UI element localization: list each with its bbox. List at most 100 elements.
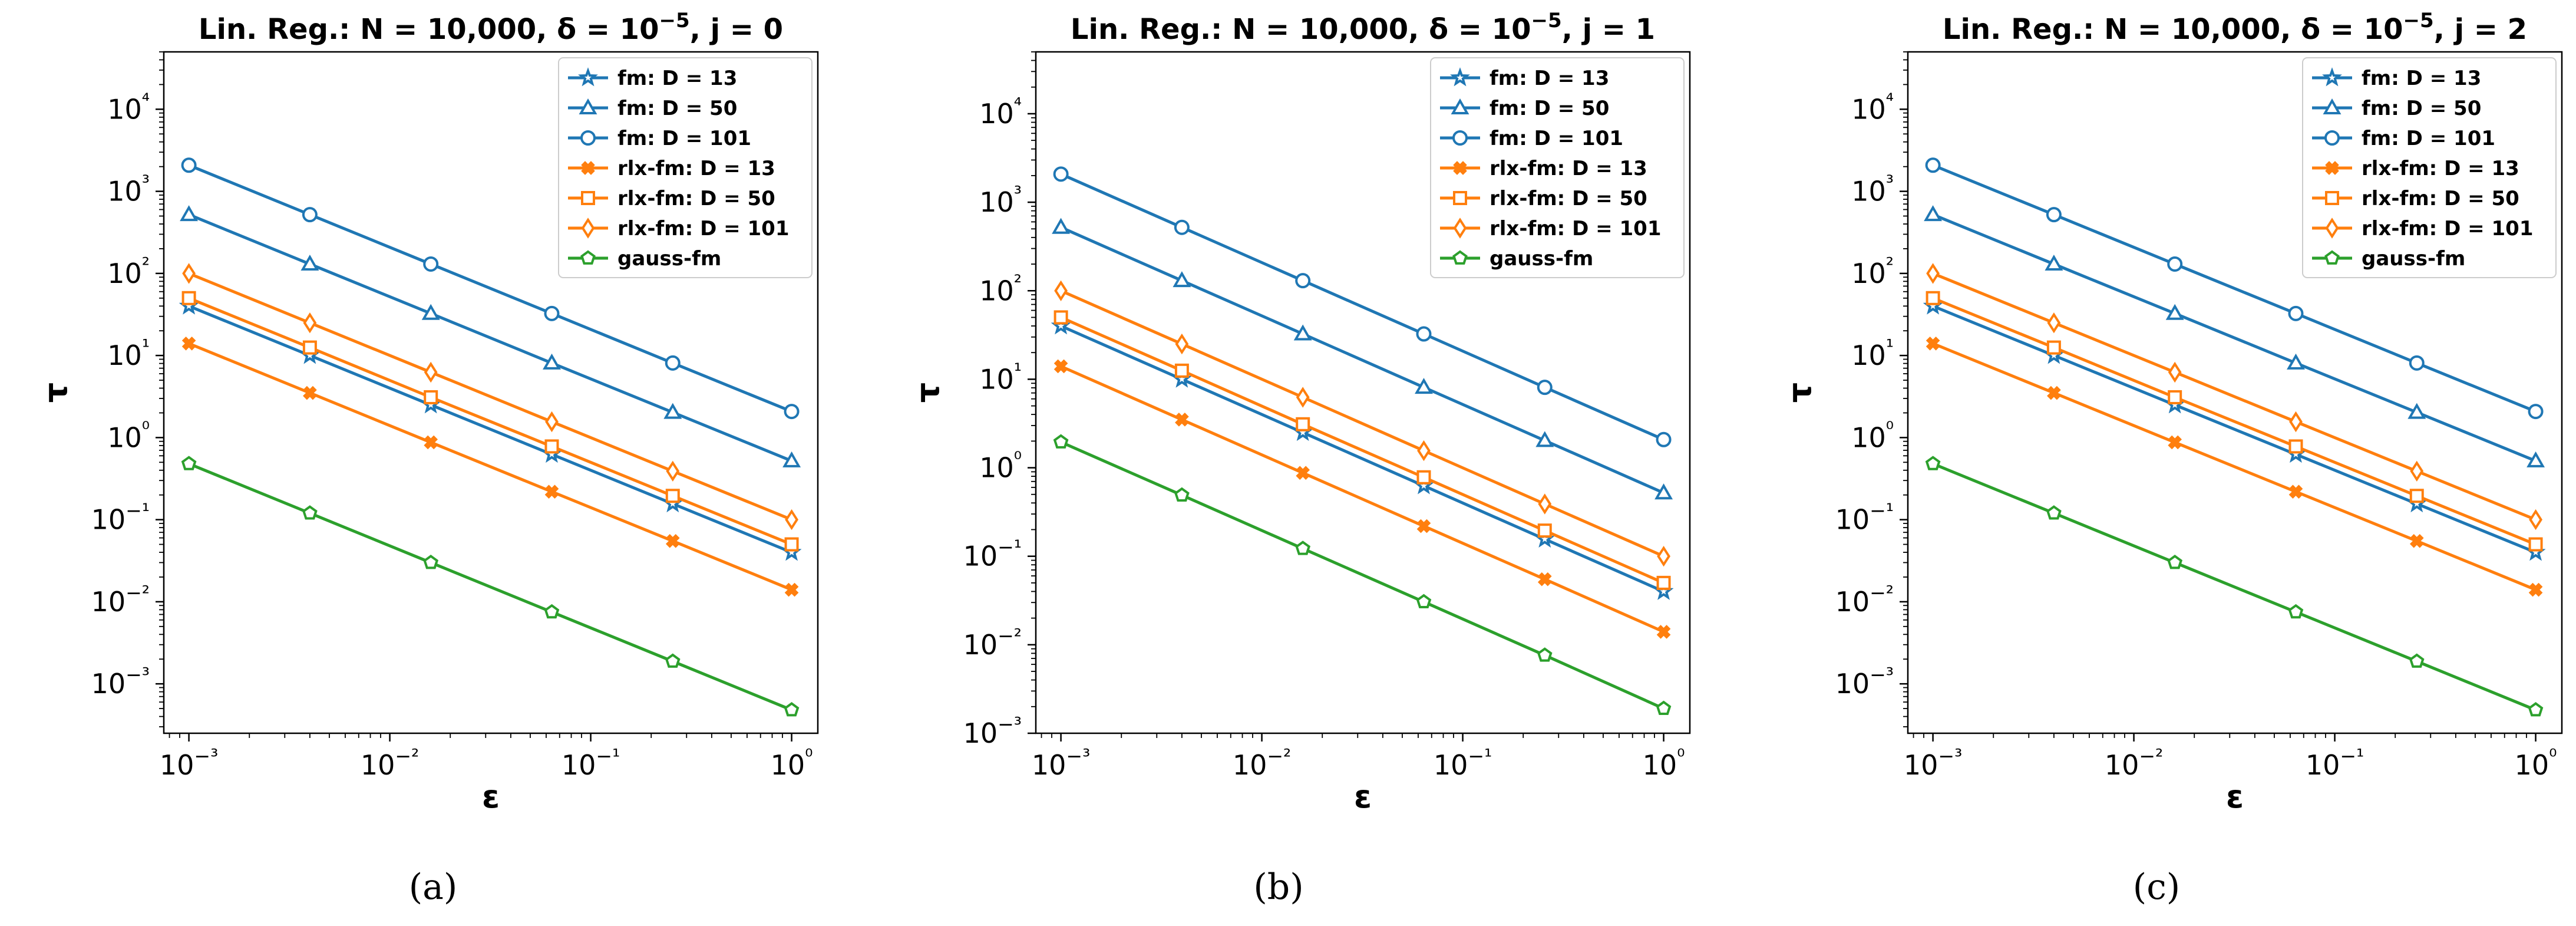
data-point: [2410, 460, 2424, 482]
series-line: [1060, 226, 1665, 495]
data-point: [1926, 291, 1940, 305]
series-rlx-fm-d-101: [182, 263, 798, 530]
data-point: [2165, 304, 2184, 320]
y-tick-label: 10−¹: [1835, 499, 1894, 536]
series-line: [188, 272, 792, 521]
legend-item: fm: D = 101: [1440, 127, 1623, 150]
legend-box: [2302, 57, 2557, 278]
data-point: [302, 340, 317, 355]
data-point: [544, 305, 560, 321]
y-tick-label: 10−¹: [963, 536, 1022, 572]
series-fm-d-101: [181, 157, 800, 420]
data-point: [543, 353, 561, 370]
data-point: [2168, 361, 2182, 383]
plot-frame: [1907, 51, 2563, 734]
data-point: [181, 157, 197, 173]
legend-marker: [578, 67, 598, 87]
legend-item: fm: D = 50: [568, 97, 737, 120]
subfigure-caption: (b): [1253, 866, 1303, 908]
data-point: [1293, 324, 1312, 341]
legend-item: rlx-fm: D = 50: [1440, 187, 1647, 210]
legend-marker: [1452, 130, 1468, 146]
series-rlx-fm-d-50: [1926, 291, 2543, 552]
legend-label: rlx-fm: D = 13: [2362, 157, 2519, 180]
data-point: [1175, 333, 1189, 355]
data-point: [2288, 604, 2304, 619]
data-point: [1656, 700, 1672, 715]
legend-box: [1430, 57, 1685, 278]
series-line: [1060, 316, 1665, 585]
legend-marker: [2324, 250, 2340, 265]
legend-item: fm: D = 101: [568, 127, 751, 150]
series-line: [188, 296, 792, 546]
data-point: [782, 451, 801, 467]
data-point: [182, 263, 196, 284]
legend-item: fm: D = 13: [2312, 67, 2481, 90]
plot-frame: [163, 51, 819, 734]
legend-item: gauss-fm: [568, 247, 721, 271]
data-point: [2409, 653, 2425, 668]
data-point: [1926, 263, 1940, 284]
series-rlx-fm-d-50: [1053, 310, 1671, 590]
data-point: [1656, 575, 1671, 590]
x-tick-label: 10−²: [1233, 744, 1291, 781]
data-point: [2409, 489, 2424, 503]
series-rlx-fm-d-50: [181, 291, 799, 552]
data-point: [666, 460, 680, 482]
x-tick-label: 10−¹: [1434, 744, 1492, 781]
data-point: [2167, 256, 2183, 272]
series-line: [1060, 365, 1665, 634]
data-point: [544, 439, 559, 454]
legend-marker: [2324, 130, 2340, 146]
data-point: [1417, 440, 1431, 462]
chart-panel-2: Lin. Reg.: N = 10,000, δ = 10−5, j = 1 10…: [909, 9, 1691, 908]
data-point: [2045, 254, 2063, 271]
data-point: [1656, 625, 1671, 639]
series-line: [1060, 173, 1665, 441]
series-line: [188, 304, 792, 554]
data-point: [2168, 435, 2182, 450]
data-point: [1537, 523, 1552, 538]
data-point: [1295, 541, 1311, 555]
legend-item: fm: D = 50: [1440, 97, 1609, 120]
data-point: [1924, 205, 1943, 222]
legend-label: rlx-fm: D = 101: [2362, 217, 2533, 240]
data-point: [1925, 456, 1941, 470]
legend-item: rlx-fm: D = 50: [2312, 187, 2519, 210]
series-gauss-fm: [1053, 434, 1672, 715]
legend-marker: [581, 161, 595, 175]
chart-title: Lin. Reg.: N = 10,000, δ = 10−5, j = 0: [199, 9, 783, 46]
legend-item: rlx-fm: D = 50: [568, 187, 775, 210]
x-tick-label: 10−²: [361, 744, 419, 781]
legend-marker: [580, 130, 596, 146]
data-point: [784, 702, 800, 717]
series-fm-d-101: [1925, 157, 2544, 420]
series-line: [1932, 272, 2537, 521]
chart-panel-3: Lin. Reg.: N = 10,000, δ = 10−5, j = 2 10…: [1781, 9, 2563, 908]
y-tick-label: 10⁰: [979, 447, 1022, 484]
series-rlx-fm-d-13: [181, 336, 799, 597]
legend-marker: [1451, 98, 1469, 114]
y-tick-label: 10³: [979, 182, 1022, 218]
y-tick-label: 10−³: [1835, 663, 1894, 700]
x-axis-label: ε: [482, 778, 500, 815]
data-point: [663, 403, 682, 419]
legend-item: fm: D = 13: [568, 67, 737, 90]
data-point: [1296, 417, 1310, 431]
data-point: [2528, 404, 2544, 420]
legend-label: rlx-fm: D = 13: [1490, 157, 1647, 180]
series-line: [188, 462, 792, 711]
data-point: [424, 361, 438, 383]
data-point: [300, 254, 319, 271]
x-tick-label: 10⁰: [1643, 744, 1685, 781]
data-point: [1053, 166, 1069, 182]
legend-label: fm: D = 13: [1490, 67, 1609, 90]
legend-marker: [1453, 161, 1467, 175]
data-point: [1174, 363, 1189, 378]
y-tick-label: 10¹: [979, 358, 1022, 395]
data-point: [2288, 485, 2303, 499]
x-tick-label: 10−¹: [562, 744, 620, 781]
data-point: [1535, 431, 1554, 447]
data-point: [545, 411, 559, 433]
series-line: [1932, 213, 2537, 463]
